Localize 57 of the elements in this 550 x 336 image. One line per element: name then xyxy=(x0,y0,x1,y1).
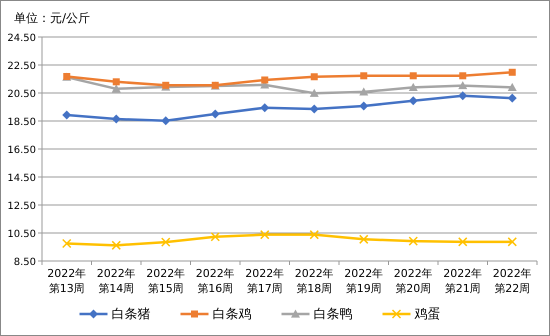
point xyxy=(458,81,468,90)
y-tick-label: 16.50 xyxy=(7,145,36,156)
point xyxy=(161,237,170,247)
point xyxy=(310,104,319,114)
x-tick-label: 2022年第18周 xyxy=(294,267,334,295)
legend-label: 白条鸭 xyxy=(314,307,352,322)
x-tick-label: 2022年第22周 xyxy=(492,267,532,295)
point xyxy=(112,84,121,92)
point xyxy=(458,91,468,100)
point xyxy=(508,68,516,76)
point xyxy=(359,87,368,96)
x-tick-label: 2022年第19周 xyxy=(344,267,384,295)
legend-label: 白条鸡 xyxy=(212,307,252,322)
legend-label: 鸡蛋 xyxy=(414,307,440,322)
point xyxy=(62,238,72,248)
point xyxy=(359,102,368,111)
point xyxy=(410,72,417,80)
point xyxy=(260,103,270,112)
point xyxy=(161,116,170,126)
point xyxy=(210,232,220,242)
y-tick-label: 24.50 xyxy=(7,33,36,44)
point xyxy=(310,73,318,80)
point xyxy=(261,76,268,84)
point xyxy=(359,234,368,244)
x-tick-label: 2022年第14周 xyxy=(96,267,136,295)
y-tick-label: 20.50 xyxy=(7,89,36,100)
y-tick-label: 8.50 xyxy=(14,257,36,268)
point xyxy=(260,230,270,240)
point xyxy=(112,114,121,124)
point xyxy=(112,78,120,86)
x-tick-label: 2022年第13周 xyxy=(47,267,86,295)
x-tick-label: 2022年第20周 xyxy=(394,267,433,295)
x-tick-label: 2022年第15周 xyxy=(146,267,186,295)
point xyxy=(508,94,517,103)
point xyxy=(310,230,319,240)
x-tick-label: 2022年第16周 xyxy=(196,267,235,295)
point xyxy=(458,237,468,247)
y-tick-label: 22.50 xyxy=(7,61,36,72)
y-tick-label: 18.50 xyxy=(7,117,36,128)
point xyxy=(459,72,466,80)
x-tick-label: 2022年第17周 xyxy=(245,267,284,295)
y-tick-label: 12.50 xyxy=(7,201,36,212)
point xyxy=(62,110,72,120)
x-tick-label: 2022年第21周 xyxy=(443,267,482,295)
y-tick-label: 14.50 xyxy=(7,173,36,184)
point xyxy=(210,110,220,118)
point xyxy=(360,72,368,80)
y-tick-label: 10.50 xyxy=(7,229,36,240)
y-axis-title: 单位：元/公斤 xyxy=(14,11,90,25)
point xyxy=(408,236,418,246)
point xyxy=(310,88,319,97)
point xyxy=(508,82,517,91)
legend-label: 白条猪 xyxy=(112,307,150,322)
point xyxy=(408,82,418,91)
point xyxy=(508,237,517,247)
point xyxy=(112,240,121,250)
point xyxy=(408,96,418,106)
